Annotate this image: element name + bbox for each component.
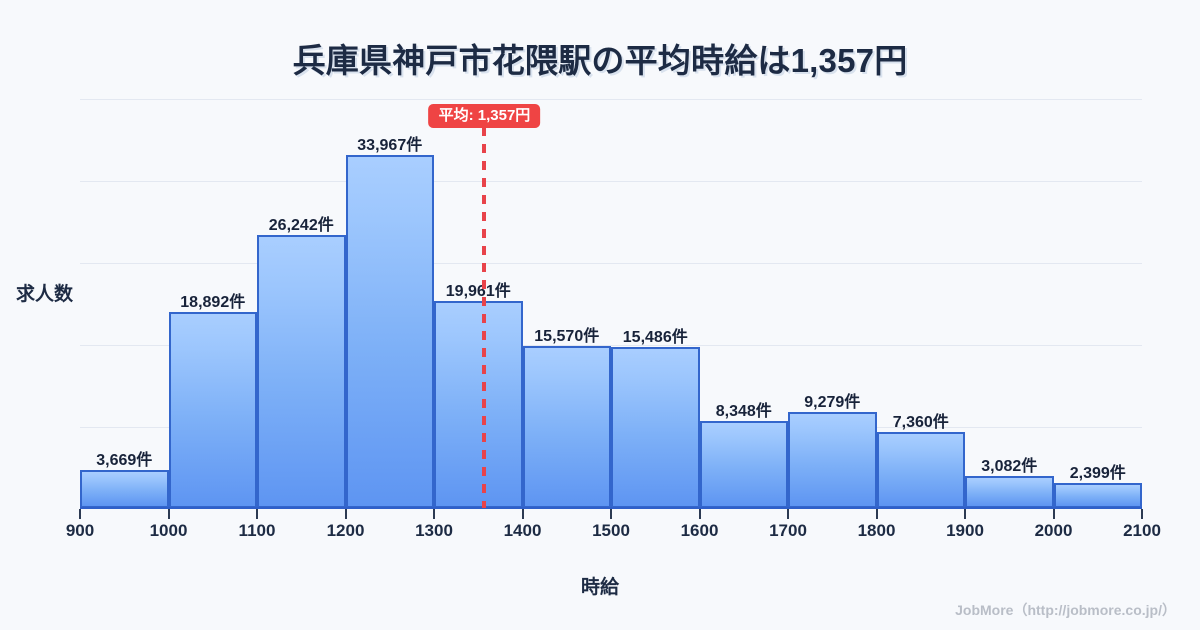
x-axis-title: 時給 [580,577,619,598]
bar-value-label: 18,892件 [180,293,246,311]
x-tick-mark [521,509,524,519]
average-line [482,127,487,508]
chart-title: 兵庫県神戸市花隈駅の平均時給は1,357円 [292,42,908,79]
bar-value-label: 9,279件 [804,393,861,411]
x-tick-label: 1600 [680,521,719,540]
x-tick-mark [167,509,170,519]
bar [611,347,700,508]
bar-value-label: 33,967件 [357,137,423,154]
x-tick-label: 1000 [149,521,188,540]
bar [80,469,169,508]
gridline [80,263,1142,264]
gridline [80,181,1142,182]
bar-value-label: 7,360件 [892,413,949,431]
bar [699,421,788,508]
x-tick-label: 2000 [1034,521,1073,540]
x-axis-line [80,507,1142,509]
gridline [80,99,1142,100]
bar-value-label: 15,570件 [534,328,600,346]
footer-credit: JobMore（http://jobmore.co.jp/） [955,602,1176,618]
bar [168,311,257,508]
x-tick-label: 1500 [592,521,630,540]
bar [257,235,346,508]
x-tick-mark [256,509,258,519]
bar-value-label: 26,242件 [268,217,334,235]
bar [965,475,1054,508]
bar [1053,483,1142,508]
x-tick-mark [79,509,81,519]
bar [345,155,434,508]
x-tick-label: 2100 [1123,521,1161,540]
x-tick-label: 1400 [503,521,542,540]
x-tick-mark [433,509,435,519]
x-tick-mark [610,509,612,519]
x-tick-label: 1300 [415,521,453,540]
x-tick-label: 1800 [857,521,896,540]
bar-value-label: 15,486件 [622,329,688,347]
x-tick-mark [875,509,878,519]
x-tick-mark [344,509,347,519]
bar [788,411,877,508]
bar [876,431,965,508]
bar-value-label: 3,082件 [981,457,1038,475]
bar-value-label: 3,669件 [96,451,153,469]
x-tick-mark [964,509,966,519]
bar [522,346,611,508]
bar [434,300,523,508]
x-tick-label: 1700 [769,521,807,540]
x-tick-mark [1052,509,1055,519]
gridline [80,345,1142,346]
x-tick-label: 900 [65,521,95,540]
bar-value-label: 19,961件 [445,282,511,300]
x-tick-label: 1900 [946,521,984,540]
average-badge: 平均: 1,357円 [428,104,541,129]
x-tick-mark [1141,509,1143,519]
x-tick-label: 1100 [238,521,276,540]
x-tick-label: 1200 [326,521,365,540]
x-tick-mark [787,509,789,519]
y-axis-title: 求人数 [16,284,74,305]
x-tick-mark [698,509,701,519]
bar-value-label: 2,399件 [1069,465,1126,483]
bar-value-label: 8,348件 [715,403,772,421]
